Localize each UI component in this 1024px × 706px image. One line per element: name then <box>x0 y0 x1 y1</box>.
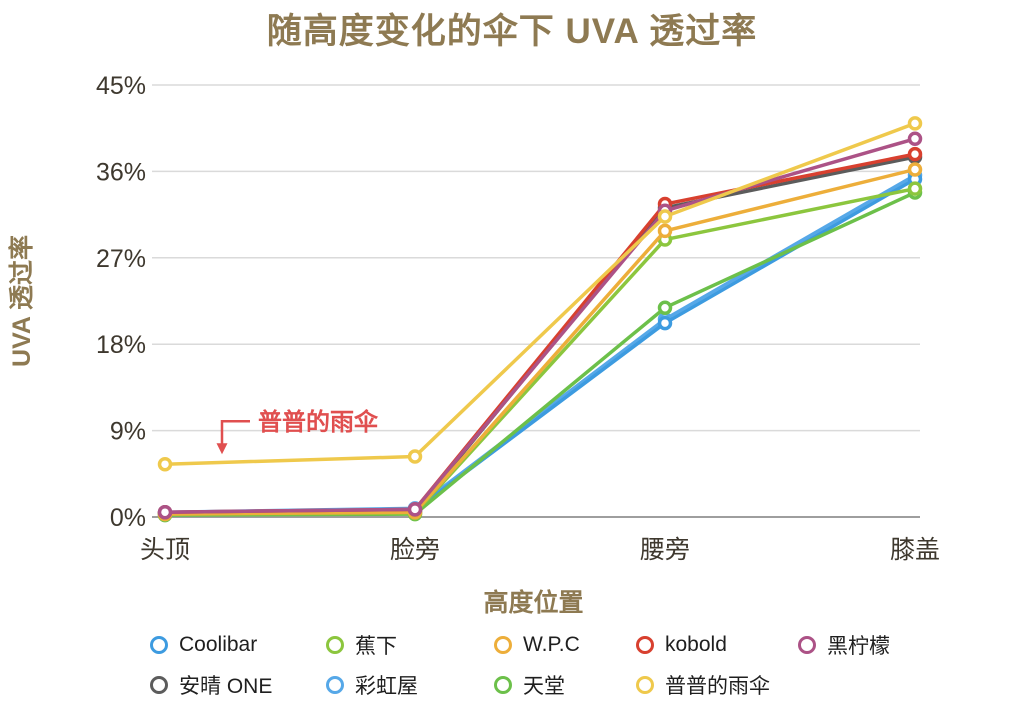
x-tick-label: 膝盖 <box>890 536 940 564</box>
legend-label: W.P.C <box>523 633 580 656</box>
chart-legend: Coolibar 蕉下 W.P.C kobold 黑柠檬安晴 ONE 彩虹屋 天堂 普普的雨伞 <box>0 630 1024 700</box>
series-普普的雨伞 <box>157 116 923 472</box>
data-point-marker <box>157 456 173 472</box>
series-黑柠檬 <box>157 131 923 520</box>
series-Coolibar <box>157 171 923 521</box>
series-line <box>163 186 917 516</box>
series-line <box>163 137 917 514</box>
legend-item-黑柠檬: 黑柠檬 <box>798 630 1024 660</box>
series-蕉下 <box>157 181 923 522</box>
series-W.P.C <box>157 162 923 522</box>
legend-item-Coolibar: Coolibar <box>150 630 326 660</box>
data-point-marker <box>907 181 923 196</box>
legend-item-W.P.C: W.P.C <box>494 630 636 660</box>
legend-label: 黑柠檬 <box>827 635 890 658</box>
legend-marker-ring-icon <box>494 636 512 654</box>
legend-item-彩虹屋: 彩虹屋 <box>326 670 494 700</box>
legend-label: Coolibar <box>179 633 258 656</box>
legend-label: 蕉下 <box>355 635 397 658</box>
data-point-marker <box>907 116 923 131</box>
legend-marker-ring-icon <box>798 636 816 654</box>
annotation-text: 普普的雨伞 <box>258 408 379 436</box>
y-axis-label: UVA 透过率 <box>7 235 36 367</box>
data-point-marker <box>407 449 423 464</box>
series-line <box>163 177 917 515</box>
legend-marker-ring-icon <box>494 676 512 694</box>
y-tick-label: 9% <box>110 418 146 446</box>
series-line <box>163 152 917 514</box>
data-point-marker <box>657 223 673 239</box>
legend-marker-ring-icon <box>636 636 654 654</box>
legend-label: 普普的雨伞 <box>665 675 770 698</box>
annotation: 普普的雨伞 <box>216 408 379 455</box>
y-tick-label: 18% <box>96 331 146 359</box>
y-tick-label: 36% <box>96 158 146 186</box>
legend-label: 安晴 ONE <box>179 675 273 698</box>
data-point-marker <box>907 131 923 147</box>
legend-label: kobold <box>665 633 727 656</box>
data-point-marker <box>657 315 673 331</box>
legend-label: 天堂 <box>523 675 565 698</box>
legend-marker-ring-icon <box>326 676 344 694</box>
data-point-marker <box>157 504 173 520</box>
annotation-arrowhead-icon <box>216 443 228 455</box>
legend-item-普普的雨伞: 普普的雨伞 <box>636 670 798 700</box>
y-tick-label: 27% <box>96 245 146 273</box>
legend-marker-ring-icon <box>326 636 344 654</box>
legend-marker-ring-icon <box>150 636 168 654</box>
legend-item-安晴 ONE: 安晴 ONE <box>150 670 326 700</box>
y-tick-label: 45% <box>96 72 146 100</box>
x-tick-label: 腰旁 <box>640 536 690 564</box>
x-tick-label: 头顶 <box>140 536 190 564</box>
legend-marker-ring-icon <box>150 676 168 694</box>
data-point-marker <box>657 209 673 224</box>
x-axis-label: 高度位置 <box>483 589 584 617</box>
legend-label: 彩虹屋 <box>355 675 418 698</box>
series-line <box>163 167 917 516</box>
y-tick-label: 0% <box>110 504 146 532</box>
data-point-marker <box>907 162 923 177</box>
legend-marker-ring-icon <box>636 676 654 694</box>
chart-title: 随高度变化的伞下 UVA 透过率 <box>266 12 758 51</box>
series-line <box>163 121 917 466</box>
x-tick-label: 脸旁 <box>390 536 440 564</box>
data-point-marker <box>657 300 673 315</box>
legend-item-kobold: kobold <box>636 630 798 660</box>
data-point-marker <box>907 146 923 162</box>
data-point-marker <box>407 502 423 517</box>
legend-item-蕉下: 蕉下 <box>326 630 494 660</box>
legend-item-天堂: 天堂 <box>494 670 636 700</box>
annotation-arrow-line <box>220 419 250 446</box>
